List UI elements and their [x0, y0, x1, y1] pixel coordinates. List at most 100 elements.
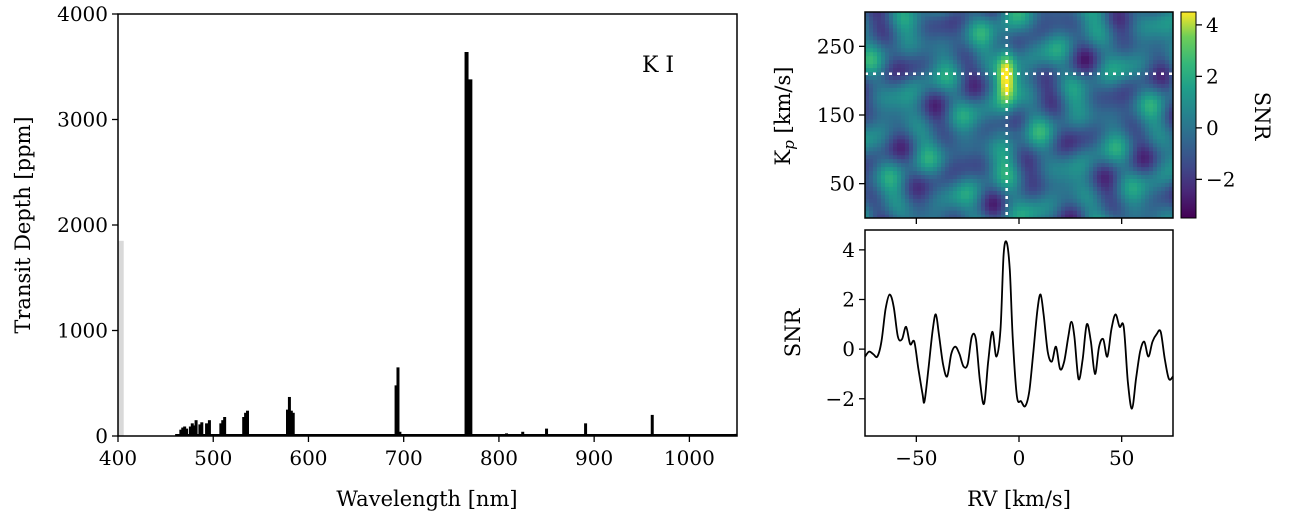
heatmap-cell: [973, 55, 978, 61]
heatmap-cell: [1165, 27, 1170, 33]
heatmap-cell: [949, 39, 954, 45]
heatmap-cell: [1001, 166, 1006, 172]
heatmap-cell: [873, 83, 878, 88]
heatmap-cell: [1105, 170, 1110, 176]
heatmap-cell: [1153, 174, 1158, 179]
heatmap-cell: [953, 158, 958, 164]
heatmap-cell: [977, 31, 982, 37]
heatmap-cell: [1089, 206, 1094, 211]
snr-heatmap: [865, 12, 1173, 218]
heatmap-cell: [1057, 43, 1062, 49]
heatmap-cell: [1145, 150, 1150, 156]
heatmap-cell: [1169, 142, 1173, 148]
heatmap-cell: [1085, 87, 1090, 92]
heatmap-cell: [1053, 39, 1058, 45]
heatmap-cell: [1161, 111, 1166, 116]
heatmap-cell: [1081, 75, 1086, 80]
heatmap-cell: [1081, 138, 1086, 144]
heatmap-cell: [1089, 75, 1094, 80]
heatmap-cell: [1133, 12, 1138, 17]
heatmap-cell: [949, 154, 954, 160]
heatmap-cell: [913, 210, 918, 215]
heatmap-cell: [1009, 51, 1014, 57]
heatmap-cell: [1101, 91, 1106, 96]
heatmap-cell: [965, 15, 970, 21]
heatmap-cell: [977, 130, 982, 136]
heatmap-cell: [1065, 170, 1070, 176]
heatmap-cell: [929, 99, 934, 104]
heatmap-cell: [1121, 95, 1126, 100]
heatmap-cell: [933, 75, 938, 80]
heatmap-cell: [1069, 23, 1074, 29]
heatmap-cell: [1141, 71, 1146, 76]
heatmap-cell: [981, 107, 986, 112]
heatmap-cell: [1113, 190, 1118, 195]
heatmap-cell: [869, 202, 874, 207]
heatmap-cell: [1093, 95, 1098, 100]
heatmap-cell: [969, 154, 974, 160]
heatmap-cell: [1033, 35, 1038, 41]
heatmap-cell: [949, 12, 954, 17]
heatmap-cell: [985, 174, 990, 179]
heatmap-cell: [917, 55, 922, 61]
heatmap-cell: [1029, 150, 1034, 156]
heatmap-cell: [1165, 47, 1170, 53]
heatmap-cell: [973, 111, 978, 116]
heatmap-cell: [1117, 130, 1122, 136]
heatmap-cell: [1097, 162, 1102, 168]
heatmap-cell: [917, 146, 922, 152]
heatmap-cell: [1121, 103, 1126, 108]
heatmap-cell: [1009, 103, 1014, 108]
heatmap-cell: [961, 12, 966, 17]
heatmap-cell: [921, 107, 926, 112]
heatmap-cell: [945, 186, 950, 191]
heatmap-cell: [961, 35, 966, 41]
heatmap-cell: [889, 194, 894, 199]
heatmap-cell: [1009, 19, 1014, 25]
heatmap-cell: [1057, 174, 1062, 179]
heatmap-cell: [1077, 79, 1082, 84]
heatmap-cell: [1105, 154, 1110, 160]
heatmap-cell: [1145, 138, 1150, 144]
heatmap-cell: [889, 23, 894, 29]
heatmap-cell: [1097, 118, 1102, 124]
heatmap-cell: [921, 67, 926, 73]
heatmap-cell: [1089, 87, 1094, 92]
heatmap-cell: [993, 75, 998, 80]
heatmap-cell: [1165, 39, 1170, 45]
heatmap-cell: [977, 134, 982, 140]
heatmap-cell: [1021, 206, 1026, 211]
heatmap-cell: [1101, 107, 1106, 112]
heatmap-cell: [921, 182, 926, 187]
heatmap-cell: [937, 158, 942, 164]
heatmap-cell: [1073, 31, 1078, 37]
heatmap-cell: [925, 91, 930, 96]
heatmap-cell: [989, 87, 994, 92]
heatmap-cell: [881, 31, 886, 37]
heatmap-cell: [1029, 12, 1034, 17]
heatmap-cell: [1105, 158, 1110, 164]
x-tick-label: 50: [1109, 446, 1134, 470]
heatmap-cell: [957, 55, 962, 61]
heatmap-cell: [873, 43, 878, 49]
heatmap-cell: [1009, 178, 1014, 183]
heatmap-cell: [1009, 39, 1014, 45]
heatmap-cell: [1105, 214, 1110, 218]
heatmap-cell: [1045, 190, 1050, 195]
heatmap-cell: [1169, 138, 1173, 144]
heatmap-cell: [1113, 43, 1118, 49]
heatmap-cell: [921, 138, 926, 144]
heatmap-cell: [881, 23, 886, 29]
heatmap-cell: [997, 15, 1002, 21]
heatmap-cell: [1037, 51, 1042, 57]
heatmap-cell: [957, 170, 962, 176]
heatmap-cell: [901, 178, 906, 183]
heatmap-cell: [1149, 83, 1154, 88]
heatmap-cell: [869, 166, 874, 172]
heatmap-cell: [1145, 190, 1150, 195]
heatmap-cell: [929, 162, 934, 168]
heatmap-cell: [1097, 170, 1102, 176]
heatmap-cell: [889, 198, 894, 203]
heatmap-cell: [1089, 130, 1094, 136]
heatmap-cell: [1057, 138, 1062, 144]
